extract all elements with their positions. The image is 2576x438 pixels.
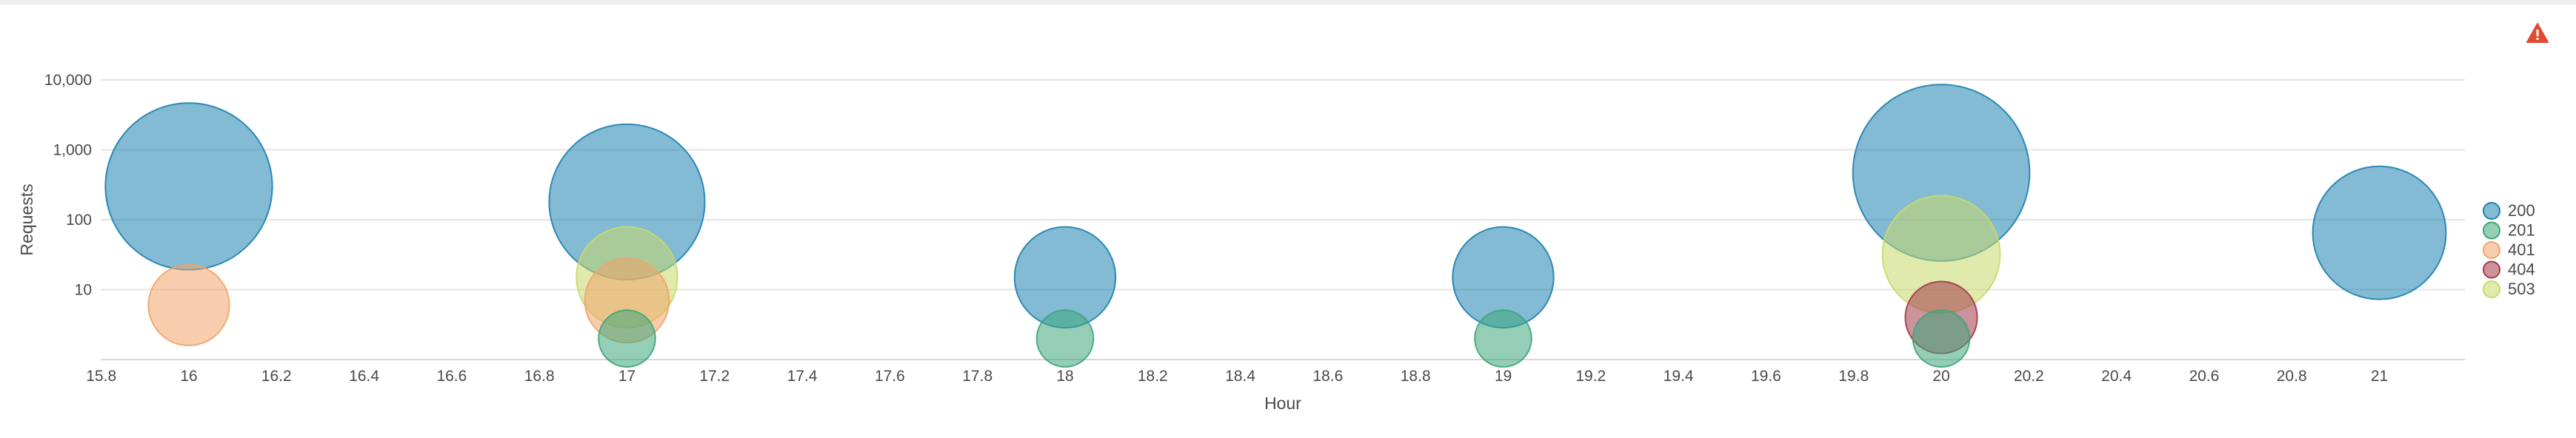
x-tick-label: 16.6 [436,368,467,385]
legend-item-404[interactable]: 404 [2483,260,2535,279]
legend-swatch [2483,260,2500,279]
x-tick-label: 17.4 [787,368,818,385]
x-tick-label: 16.4 [349,368,379,385]
axes: 10 100 1,000 10,000 15.8 16 16.2 16.4 16.6 16.8 17… [44,72,2465,385]
x-tick-label: 18.4 [1225,368,1255,385]
bubble-200[interactable] [104,102,273,271]
x-tick-label: 18.8 [1401,368,1431,385]
y-tick-label: 100 [66,212,92,229]
x-tick-label: 20.2 [2014,368,2044,385]
legend-label: 200 [2508,201,2535,220]
legend-swatch [2483,241,2500,259]
legend-label: 404 [2508,260,2535,279]
legend-label: 503 [2508,280,2535,298]
legend-label: 401 [2508,240,2535,259]
legend-item-200[interactable]: 200 [2483,201,2535,220]
warning-icon[interactable] [2526,22,2549,44]
y-tick-label: 10 [75,282,92,299]
x-tick-label: 17.8 [962,368,992,385]
x-tick-label: 20 [1932,368,1949,385]
x-tick-label: 19.2 [1575,368,1606,385]
x-tick-label: 19.8 [1838,368,1869,385]
legend-swatch [2483,221,2500,240]
x-tick-label: 20.6 [2189,368,2219,385]
x-tick-label: 18.2 [1138,368,1168,385]
grid-lines [101,79,2465,291]
legend-label: 201 [2508,221,2535,240]
x-tick-label: 18 [1056,368,1073,385]
x-tick-label: 19.4 [1664,368,1694,385]
x-tick-label: 16 [180,368,197,385]
x-tick-label: 17 [618,368,635,385]
legend-item-401[interactable]: 401 [2483,240,2535,259]
legend-item-201[interactable]: 201 [2483,221,2535,240]
x-tick-label: 17.6 [875,368,905,385]
x-tick-label: 16.2 [261,368,292,385]
x-tick-label: 20.4 [2101,368,2132,385]
bubble-201[interactable] [1474,309,1532,368]
bubble-201[interactable] [1912,309,1971,368]
y-tick-label: 10,000 [44,72,92,89]
bubbles [104,84,2447,368]
x-tick-label: 16.8 [524,368,555,385]
y-axis-title: Requests [17,183,36,255]
bubble-401[interactable] [147,263,230,347]
x-tick-label: 21 [2371,368,2388,385]
bubble-201[interactable] [598,309,656,368]
bubble-200[interactable] [2312,165,2447,300]
x-tick-label: 19 [1495,368,1512,385]
legend-item-503[interactable]: 503 [2483,280,2535,298]
legend-swatch [2483,202,2500,220]
x-tick-label: 20.8 [2277,368,2307,385]
top-border [0,0,2576,4]
x-tick-label: 19.6 [1751,368,1781,385]
bubble-201[interactable] [1035,309,1095,368]
x-tick-label: 18.6 [1312,368,1343,385]
x-axis-title: Hour [1264,394,1301,413]
y-tick-label: 1,000 [53,142,92,159]
x-tick-label: 17.2 [699,368,730,385]
x-tick-label: 15.8 [86,368,116,385]
legend-swatch [2483,280,2500,298]
